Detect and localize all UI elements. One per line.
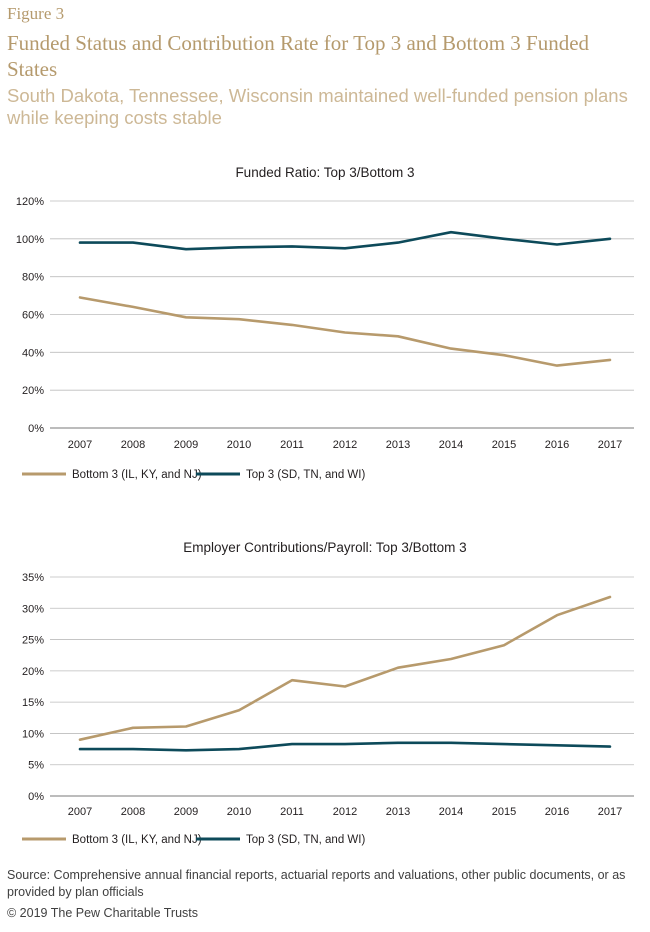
x-tick-label: 2010 [227,806,251,818]
legend-label: Bottom 3 (IL, KY, and NJ) [72,834,202,846]
y-tick-label: 30% [22,603,44,615]
x-tick-label: 2008 [121,439,145,451]
figure-subtitle: South Dakota, Tennessee, Wisconsin maint… [7,85,628,128]
x-tick-label: 2016 [545,439,569,451]
x-tick-label: 2014 [439,439,463,451]
x-tick-label: 2017 [598,439,622,451]
figure-title: Funded Status and Contribution Rate for … [7,31,590,81]
x-tick-label: 2015 [492,806,516,818]
x-tick-label: 2009 [174,439,198,451]
x-tick-label: 2013 [386,806,410,818]
y-tick-label: 40% [22,347,44,359]
y-tick-label: 60% [22,310,44,322]
legend-label: Bottom 3 (IL, KY, and NJ) [72,469,202,481]
y-tick-label: 120% [16,196,44,208]
legend-label: Top 3 (SD, TN, and WI) [246,469,365,481]
funded-ratio-chart: Funded Ratio: Top 3/Bottom 3 0% 20% 40% 60% 8… [16,165,634,481]
series-line-bottom3 [78,595,612,741]
y-tick-label: 10% [22,728,44,740]
y-tick-label: 20% [22,666,44,678]
series-line-top3 [78,741,612,752]
y-tick-label: 15% [22,697,44,709]
x-tick-label: 2007 [68,439,92,451]
x-tick-label: 2008 [121,806,145,818]
employer-contributions-chart: Employer Contributions/Payroll: Top 3/Bo… [22,540,634,846]
x-tick-label: 2012 [333,439,357,451]
chart-title: Funded Ratio: Top 3/Bottom 3 [235,165,414,180]
x-tick-label: 2017 [598,806,622,818]
y-tick-label: 80% [22,272,44,284]
y-tick-label: 0% [28,791,44,803]
x-tick-label: 2014 [439,806,463,818]
source-note: Source: Comprehensive annual financial r… [7,868,626,899]
x-tick-label: 2011 [280,439,304,451]
y-tick-label: 25% [22,635,44,647]
copyright-note: © 2019 The Pew Charitable Trusts [7,906,199,920]
x-tick-label: 2010 [227,439,251,451]
x-tick-label: 2009 [174,806,198,818]
y-tick-label: 5% [28,760,44,772]
x-tick-label: 2015 [492,439,516,451]
x-tick-label: 2012 [333,806,357,818]
x-tick-label: 2013 [386,439,410,451]
chart-title: Employer Contributions/Payroll: Top 3/Bo… [183,540,466,555]
x-tick-label: 2011 [280,806,304,818]
y-tick-label: 0% [28,423,44,435]
y-tick-label: 35% [22,572,44,584]
x-tick-label: 2016 [545,806,569,818]
y-tick-label: 20% [22,385,44,397]
figure-label: Figure 3 [7,4,65,23]
series-line-bottom3 [78,296,612,367]
y-tick-label: 100% [16,234,44,246]
series-line-top3 [78,230,612,251]
x-tick-label: 2007 [68,806,92,818]
legend-label: Top 3 (SD, TN, and WI) [246,834,365,846]
